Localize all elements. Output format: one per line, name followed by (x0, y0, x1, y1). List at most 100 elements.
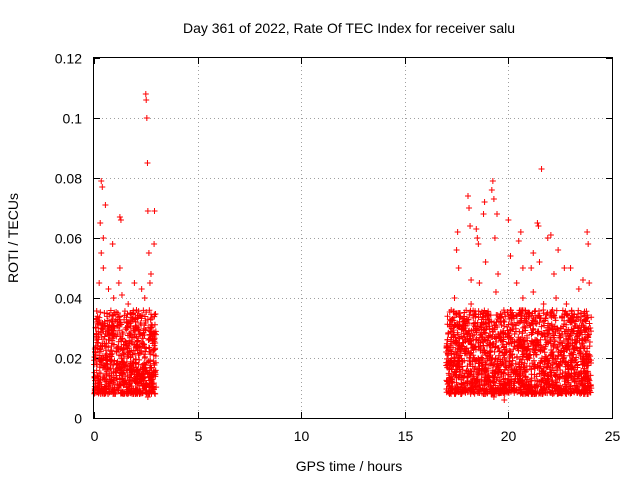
x-tick-label: 15 (398, 428, 414, 444)
cloud-point-marker (539, 390, 546, 397)
cloud-point-marker (477, 347, 484, 354)
cloud-point-marker (484, 350, 491, 357)
cloud-point-marker (545, 320, 552, 327)
cloud-point-marker (146, 344, 153, 351)
cloud-point-marker (586, 331, 593, 338)
cloud-point-marker (483, 325, 490, 332)
cloud-point-marker (144, 370, 151, 377)
cloud-point-marker (508, 340, 515, 347)
cloud-point-marker (145, 358, 152, 365)
cloud-point-marker (469, 332, 476, 339)
data-point-marker (145, 250, 152, 256)
cloud-point-marker (547, 310, 554, 317)
cloud-point-marker (519, 307, 526, 314)
cloud-point-marker (506, 354, 513, 361)
data-point-marker (98, 250, 105, 256)
cloud-point-marker (568, 308, 575, 315)
cloud-point-marker (132, 316, 139, 323)
cloud-point-marker (466, 311, 473, 318)
cloud-point-marker (576, 348, 583, 355)
data-point-marker (117, 217, 124, 223)
cloud-point-marker (484, 388, 491, 395)
cloud-point-marker (559, 307, 566, 314)
cloud-point-marker (582, 387, 589, 394)
cloud-point-marker (106, 326, 113, 333)
cloud-point-marker (107, 307, 114, 314)
cloud-point-marker (511, 321, 518, 328)
data-point-marker (451, 295, 458, 301)
cloud-point-marker (108, 316, 115, 323)
cloud-point-marker (146, 331, 153, 338)
data-point-marker (536, 259, 543, 265)
data-point-marker (475, 241, 482, 247)
y-tick-label: 0 (74, 411, 82, 427)
cloud-point-marker (517, 375, 524, 382)
cloud-point-marker (555, 353, 562, 360)
cloud-point-marker (508, 320, 515, 327)
data-point-marker (100, 265, 107, 271)
data-point-marker (490, 196, 497, 202)
data-point-marker (116, 265, 123, 271)
cloud-point-marker (137, 320, 144, 327)
data-point-marker (151, 241, 158, 247)
cloud-point-marker (96, 364, 103, 371)
cloud-point-marker (479, 385, 486, 392)
cloud-point-marker (135, 372, 142, 379)
cloud-point-marker (124, 318, 131, 325)
cloud-point-marker (475, 308, 482, 315)
cloud-point-marker (135, 361, 142, 368)
cloud-point-marker (506, 361, 513, 368)
data-point-marker (517, 229, 524, 235)
cloud-point-marker (559, 314, 566, 321)
cloud-point-marker (126, 337, 133, 344)
data-point-marker (585, 241, 592, 247)
cloud-point-marker (455, 389, 462, 396)
cloud-point-marker (528, 320, 535, 327)
cloud-point-marker (122, 338, 129, 345)
cloud-point-marker (111, 309, 118, 316)
data-point-marker (143, 97, 150, 103)
cloud-point-marker (524, 388, 531, 395)
cloud-point-marker (488, 333, 495, 340)
cloud-point-marker (536, 370, 543, 377)
cloud-point-marker (107, 348, 114, 355)
data-point-marker (480, 211, 487, 217)
cloud-point-marker (515, 334, 522, 341)
cloud-point-marker (573, 389, 580, 396)
data-point-marker (501, 397, 508, 403)
cloud-point-marker (548, 351, 555, 358)
cloud-point-marker (536, 315, 543, 322)
cloud-point-marker (472, 311, 479, 318)
cloud-point-marker (135, 308, 142, 315)
data-point-marker (110, 295, 117, 301)
cloud-point-marker (96, 382, 103, 389)
data-point-marker (494, 211, 501, 217)
cloud-point-marker (469, 384, 476, 391)
cloud-point-marker (489, 325, 496, 332)
cloud-point-marker (113, 348, 120, 355)
cloud-point-marker (553, 379, 560, 386)
data-point-marker (528, 265, 535, 271)
cloud-point-marker (108, 322, 115, 329)
cloud-point-marker (516, 387, 523, 394)
cloud-point-marker (563, 372, 570, 379)
cloud-point-marker (481, 347, 488, 354)
cloud-point-marker (140, 340, 147, 347)
cloud-point-marker (491, 319, 498, 326)
cloud-point-marker (132, 360, 139, 367)
cloud-point-marker (544, 331, 551, 338)
data-point-marker (144, 394, 151, 400)
data-point-marker (538, 166, 545, 172)
data-point-marker (99, 184, 106, 190)
cloud-point-marker (152, 353, 159, 360)
cloud-point-marker (577, 344, 584, 351)
cloud-point-marker (475, 360, 482, 367)
cloud-point-marker (117, 370, 124, 377)
cloud-point-marker (97, 309, 104, 316)
cloud-point-marker (120, 379, 127, 386)
cloud-point-marker (562, 342, 569, 349)
cloud-point-marker (510, 346, 517, 353)
cloud-point-marker (485, 381, 492, 388)
cloud-point-marker (101, 318, 108, 325)
